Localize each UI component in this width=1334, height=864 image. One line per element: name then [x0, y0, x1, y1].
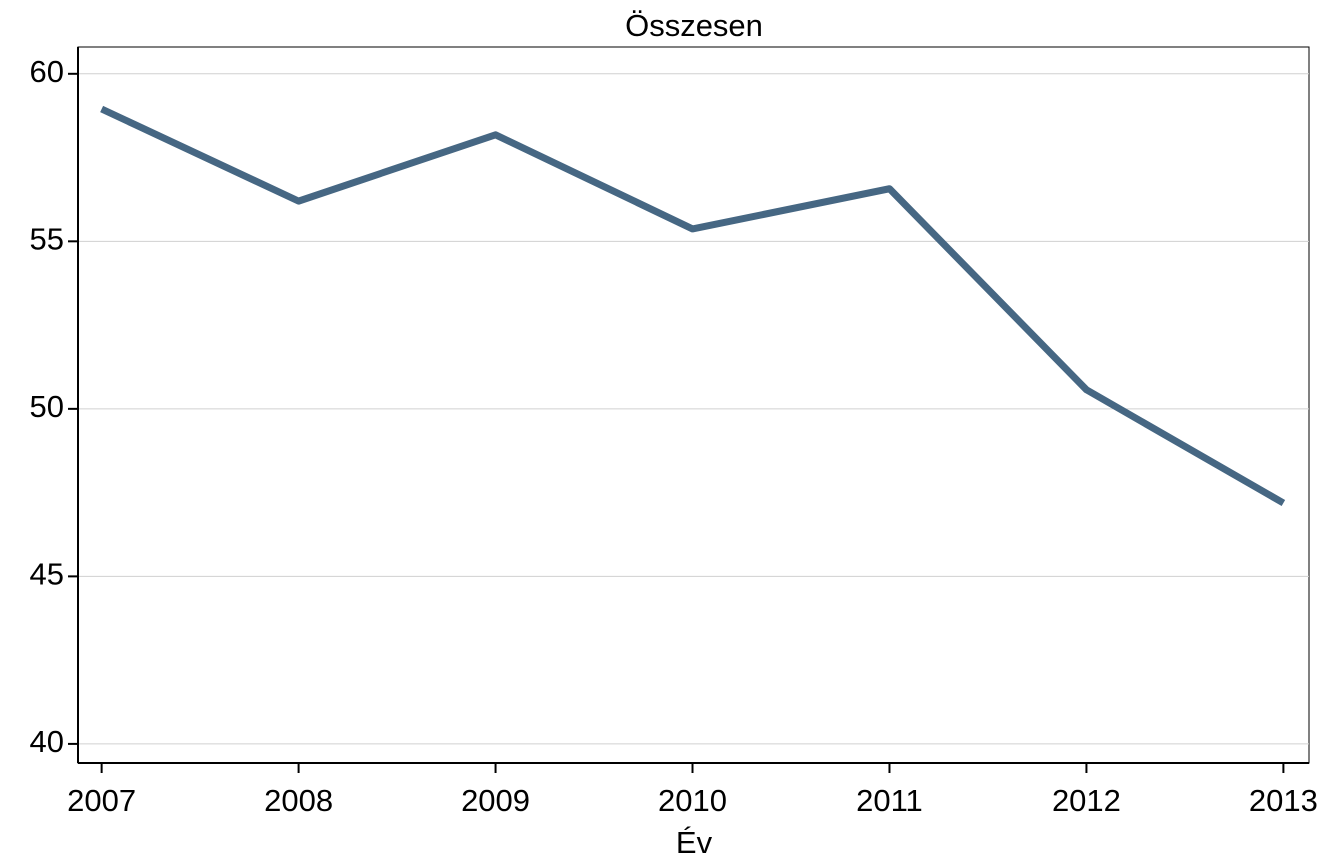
- x-tick-label: 2009: [461, 783, 530, 818]
- x-tick-label: 2007: [67, 783, 136, 818]
- y-tick-label: 60: [30, 54, 64, 89]
- chart-title: Összesen: [625, 8, 763, 43]
- series-line: [100, 105, 1286, 507]
- y-tick-label: 55: [30, 222, 64, 257]
- plot-frame: [77, 46, 1310, 764]
- x-tick-label: 2011: [856, 783, 923, 818]
- y-tick-label: 50: [30, 389, 64, 424]
- x-tick-label: 2008: [264, 783, 333, 818]
- x-tick-label: 2012: [1052, 783, 1121, 818]
- y-tick-label: 40: [30, 724, 64, 759]
- x-tick-label: 2013: [1249, 783, 1318, 818]
- x-axis-label: Év: [676, 825, 713, 860]
- y-tick-label: 45: [30, 557, 64, 592]
- x-tick-label: 2010: [658, 783, 727, 818]
